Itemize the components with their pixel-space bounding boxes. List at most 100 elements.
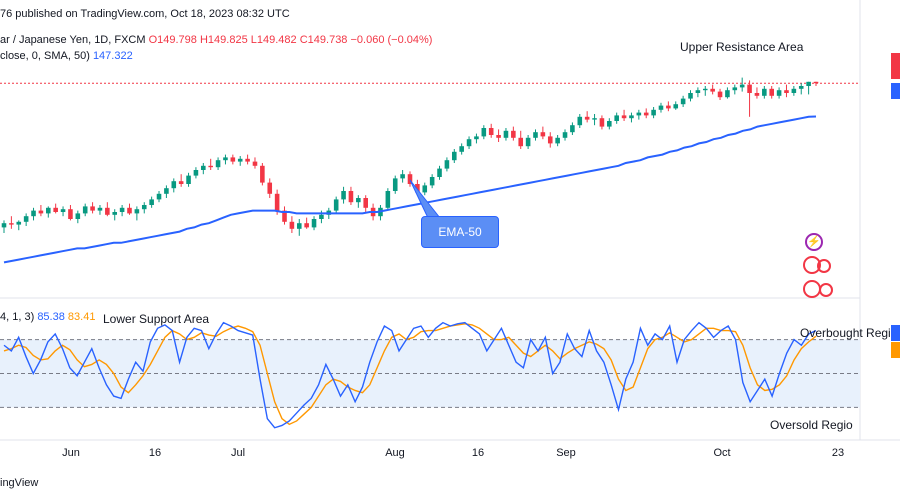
candle-body — [747, 84, 752, 93]
candle-body — [38, 210, 44, 214]
candle-body — [666, 105, 671, 109]
oversold-label: Oversold Regio — [770, 418, 853, 432]
ohlc-line: ar / Japanese Yen, 1D, FXCM O149.798 H14… — [0, 34, 432, 46]
candle-body — [725, 90, 730, 98]
candle-body — [363, 198, 368, 208]
candle-body — [252, 161, 258, 166]
candle-body — [319, 214, 324, 219]
candle-body — [710, 88, 715, 92]
candle-body — [201, 165, 206, 170]
lightning-icon[interactable]: ⚡ — [805, 233, 823, 251]
candle-body — [511, 130, 516, 138]
candle-body — [599, 118, 605, 127]
candle-body — [784, 90, 789, 93]
candle-body — [584, 116, 590, 120]
low-value: L149.482 — [250, 34, 297, 46]
candle-body — [798, 86, 804, 89]
stoch-k-badge — [891, 325, 900, 341]
candle-body — [429, 177, 435, 186]
lower-support-label: Lower Support Area — [103, 312, 210, 326]
candle-body — [636, 112, 642, 116]
candle-body — [555, 137, 560, 144]
candle-body — [90, 206, 95, 211]
candle-body — [46, 207, 51, 214]
candle-body — [149, 199, 154, 205]
overbought-label: Overbought Regi — [800, 326, 891, 340]
candle-body — [311, 219, 317, 228]
candle-body — [806, 81, 811, 86]
candle-body — [164, 188, 169, 194]
candle-body — [695, 90, 701, 93]
candle-body — [422, 185, 428, 193]
candle-body — [82, 206, 88, 214]
candle-body — [629, 115, 634, 119]
candle-body — [119, 207, 125, 212]
candle-body — [333, 199, 339, 211]
candle-body — [230, 157, 236, 162]
candle-body — [171, 181, 177, 189]
high-value: H149.825 — [199, 34, 248, 46]
candle-body — [481, 128, 487, 137]
candle-body — [112, 212, 118, 215]
candle-body — [260, 165, 265, 183]
event-icon-secondary[interactable] — [819, 283, 833, 297]
candle-body — [215, 160, 221, 168]
candle-body — [282, 210, 287, 222]
candle-body — [739, 84, 745, 88]
candle-body — [459, 146, 464, 152]
candle-body — [717, 91, 723, 98]
candle-body — [474, 136, 479, 140]
candle-body — [392, 178, 398, 191]
candle-body — [525, 137, 531, 147]
candle-body — [680, 98, 686, 105]
candle-body — [813, 81, 819, 84]
x-tick-label: Jul — [230, 447, 246, 459]
candle-body — [237, 158, 243, 162]
candle-body — [776, 90, 782, 96]
candle-body — [732, 87, 738, 91]
candle-body — [466, 139, 472, 147]
footer-brand: ingView — [0, 477, 39, 489]
sma-badge — [891, 83, 900, 99]
candle-body — [141, 205, 147, 210]
candle-body — [274, 193, 280, 211]
candle-body — [444, 160, 450, 169]
candle-body — [407, 174, 413, 184]
candle-body — [621, 115, 627, 119]
candle-body — [496, 135, 501, 138]
candle-body — [533, 132, 538, 138]
stoch-k-line — [3, 321, 817, 429]
candle-body — [547, 136, 553, 144]
candle-body — [592, 118, 597, 120]
candles-group — [1, 77, 819, 236]
candle-body — [791, 88, 797, 93]
candle-body — [289, 221, 295, 229]
x-tick-label: 23 — [831, 447, 845, 459]
flag-icon-secondary[interactable] — [817, 259, 831, 273]
candle-body — [400, 174, 405, 179]
candle-body — [156, 193, 162, 200]
x-tick-label: 16 — [471, 447, 485, 459]
candle-body — [127, 207, 132, 214]
candle-body — [134, 209, 140, 214]
candle-body — [68, 209, 73, 219]
candle-body — [186, 175, 191, 184]
x-tick-label: Sep — [556, 447, 576, 459]
candle-body — [296, 223, 302, 229]
candle-body — [16, 221, 22, 225]
candle-body — [503, 130, 509, 138]
candle-body — [415, 184, 420, 193]
candle-body — [1, 223, 7, 228]
sma-50-line — [3, 115, 817, 264]
x-tick-label: Aug — [385, 447, 405, 459]
candle-body — [304, 223, 309, 228]
candle-body — [570, 125, 575, 133]
x-tick-label: Oct — [713, 447, 731, 459]
candle-body — [688, 93, 693, 99]
candle-body — [488, 128, 494, 135]
stoch-params: 4, 1, 3) — [0, 311, 35, 323]
candle-body — [702, 88, 708, 91]
ema-callout: EMA-50 — [421, 216, 499, 248]
symbol-label: ar / Japanese Yen, 1D, FXCM — [0, 34, 146, 46]
